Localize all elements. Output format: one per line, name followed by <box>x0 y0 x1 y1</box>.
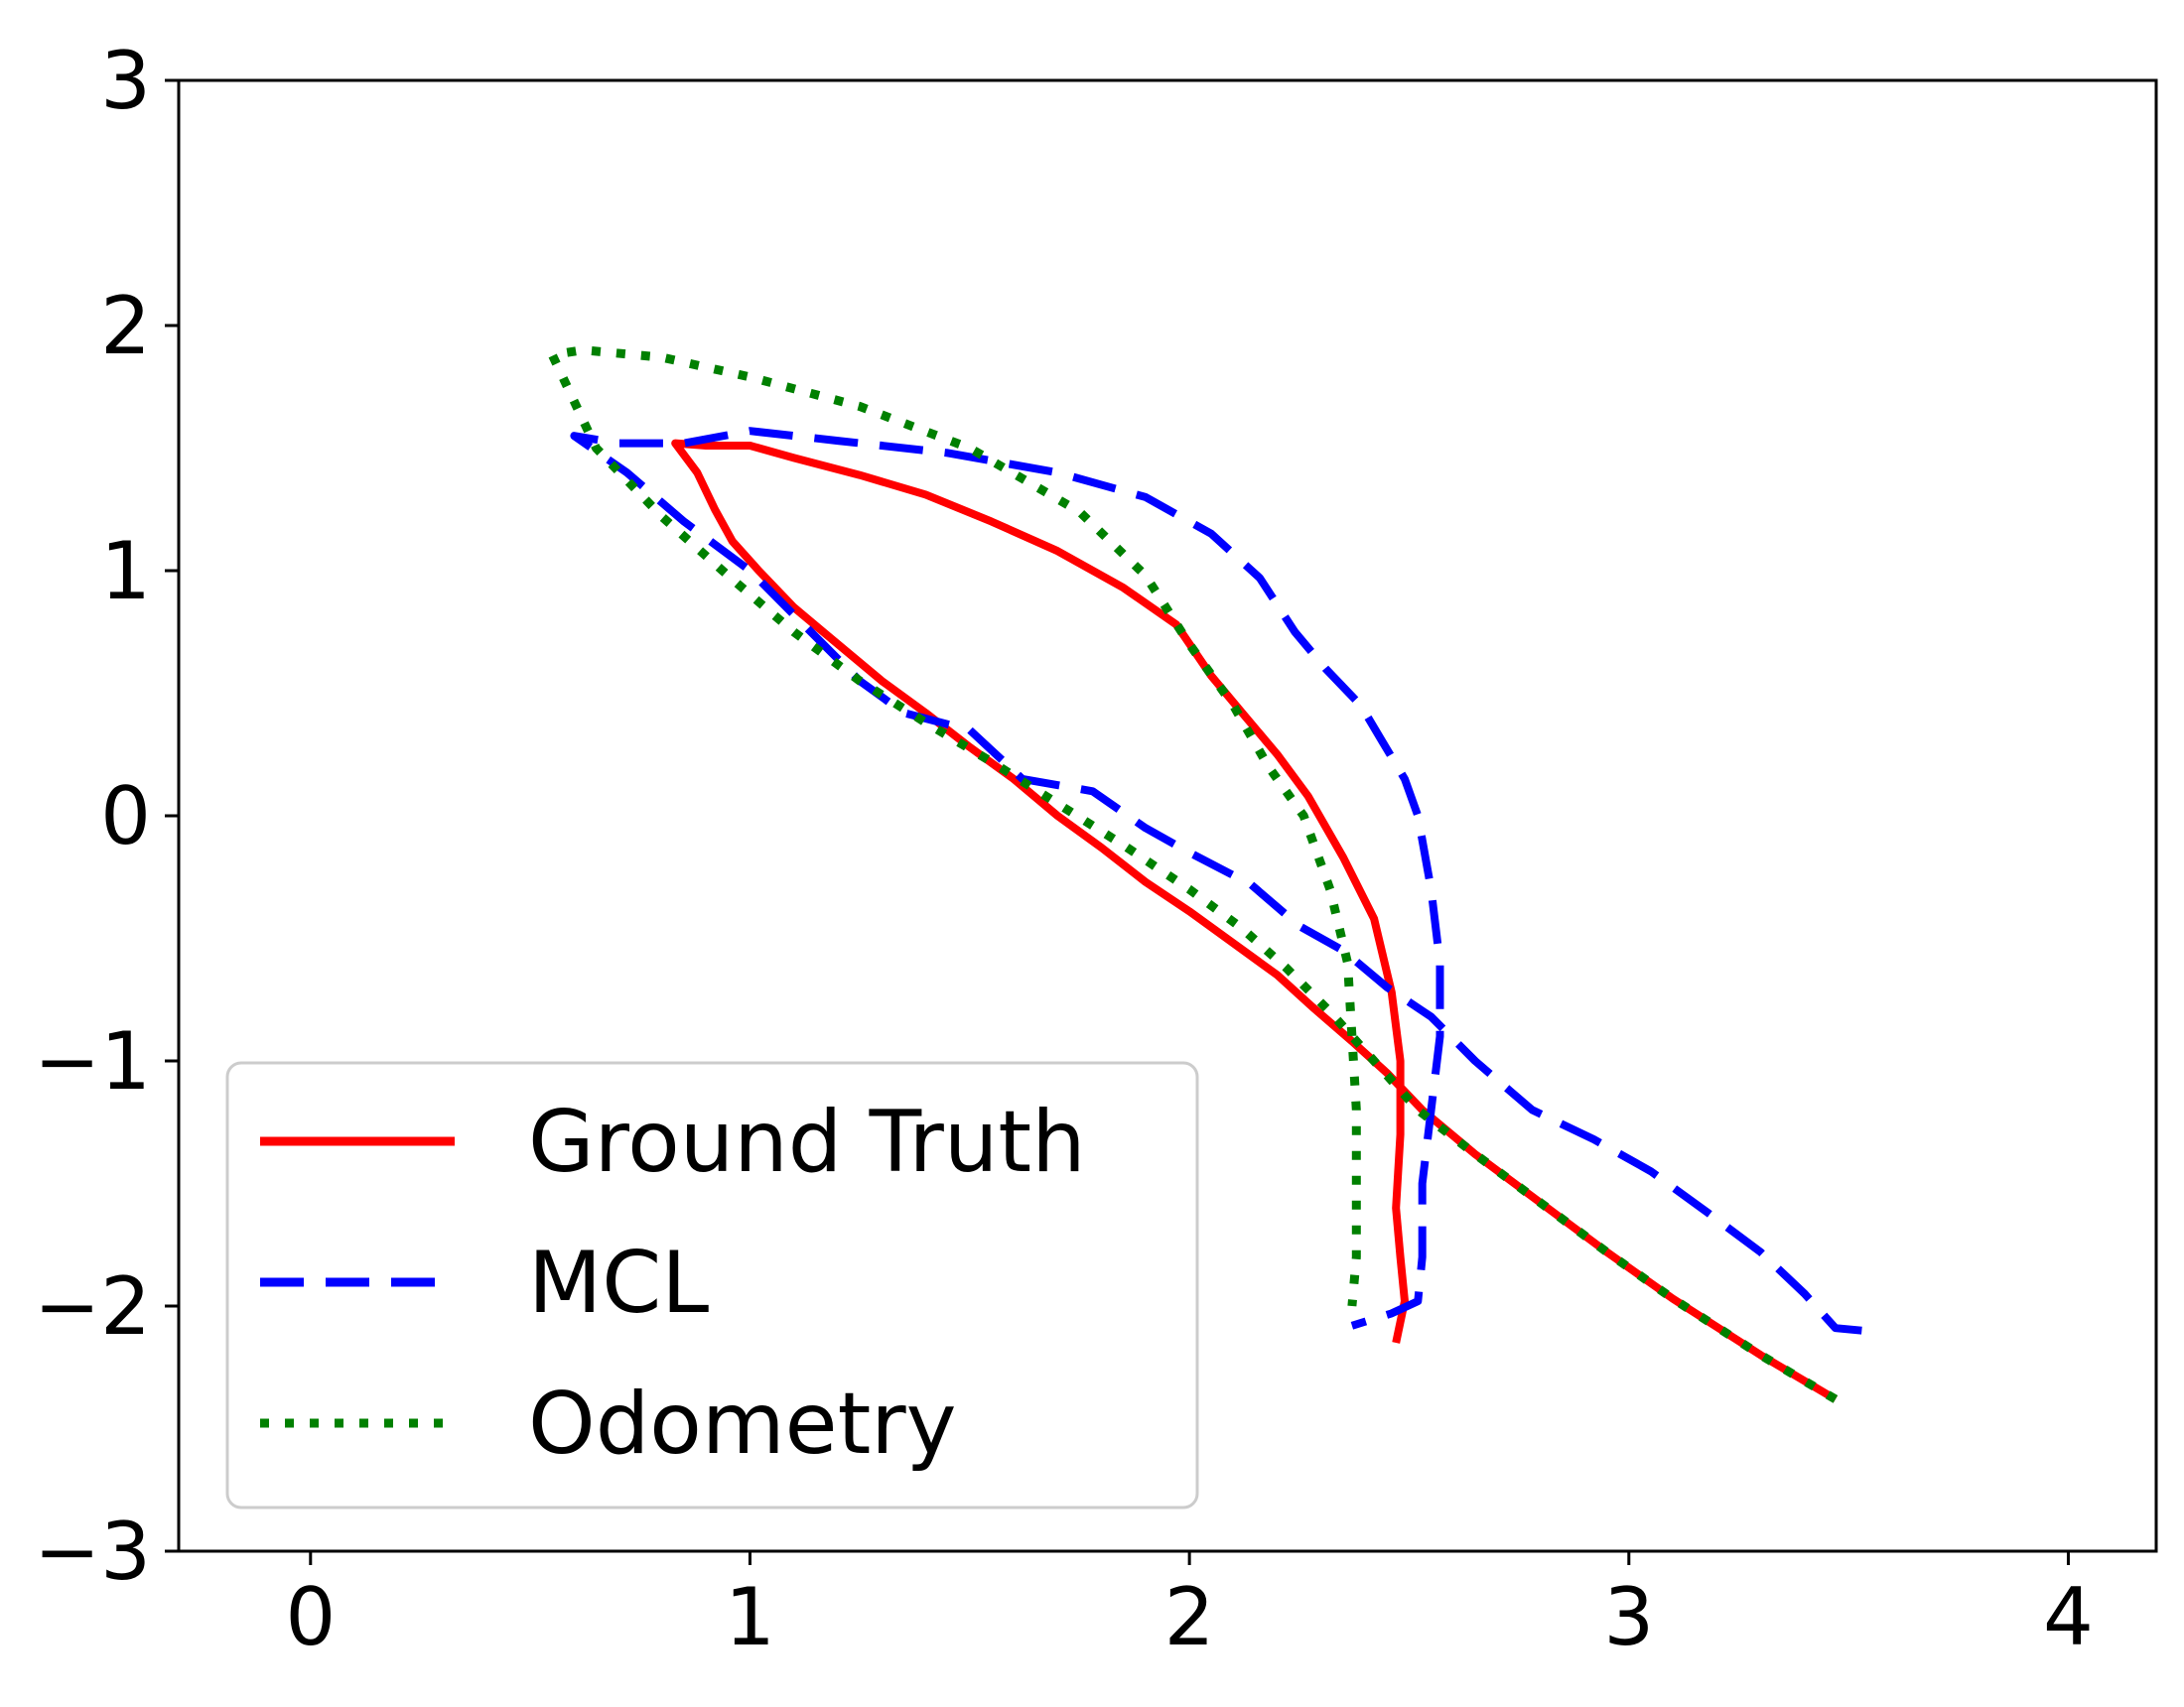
legend: Ground Truth MCL Odometry <box>225 1061 1199 1510</box>
y-tick-label: 2 <box>100 280 151 372</box>
series-line-mcl <box>570 427 1862 1335</box>
y-axis: −3 −2 −1 0 1 2 3 <box>34 35 179 1598</box>
y-tick-label: 3 <box>100 35 151 127</box>
x-tick-label: 0 <box>285 1571 336 1663</box>
x-tick-label: 3 <box>1603 1571 1654 1663</box>
y-tick-label: −3 <box>34 1506 151 1598</box>
series-layer <box>547 345 1862 1403</box>
x-tick-label: 2 <box>1164 1571 1215 1663</box>
y-tick-label: −2 <box>34 1260 151 1353</box>
series-line-odometry <box>547 345 1839 1403</box>
y-tick-label: 1 <box>100 525 151 617</box>
legend-label-mcl: MCL <box>528 1234 709 1333</box>
x-tick-label: 1 <box>725 1571 775 1663</box>
y-tick-label: 0 <box>100 770 151 862</box>
x-axis: 0 1 2 3 4 <box>285 1551 2094 1663</box>
y-tick-label: −1 <box>34 1015 151 1108</box>
legend-label-ground-truth: Ground Truth <box>528 1093 1086 1192</box>
x-tick-label: 4 <box>2043 1571 2094 1663</box>
legend-box <box>225 1061 1199 1510</box>
legend-label-odometry: Odometry <box>528 1375 957 1474</box>
